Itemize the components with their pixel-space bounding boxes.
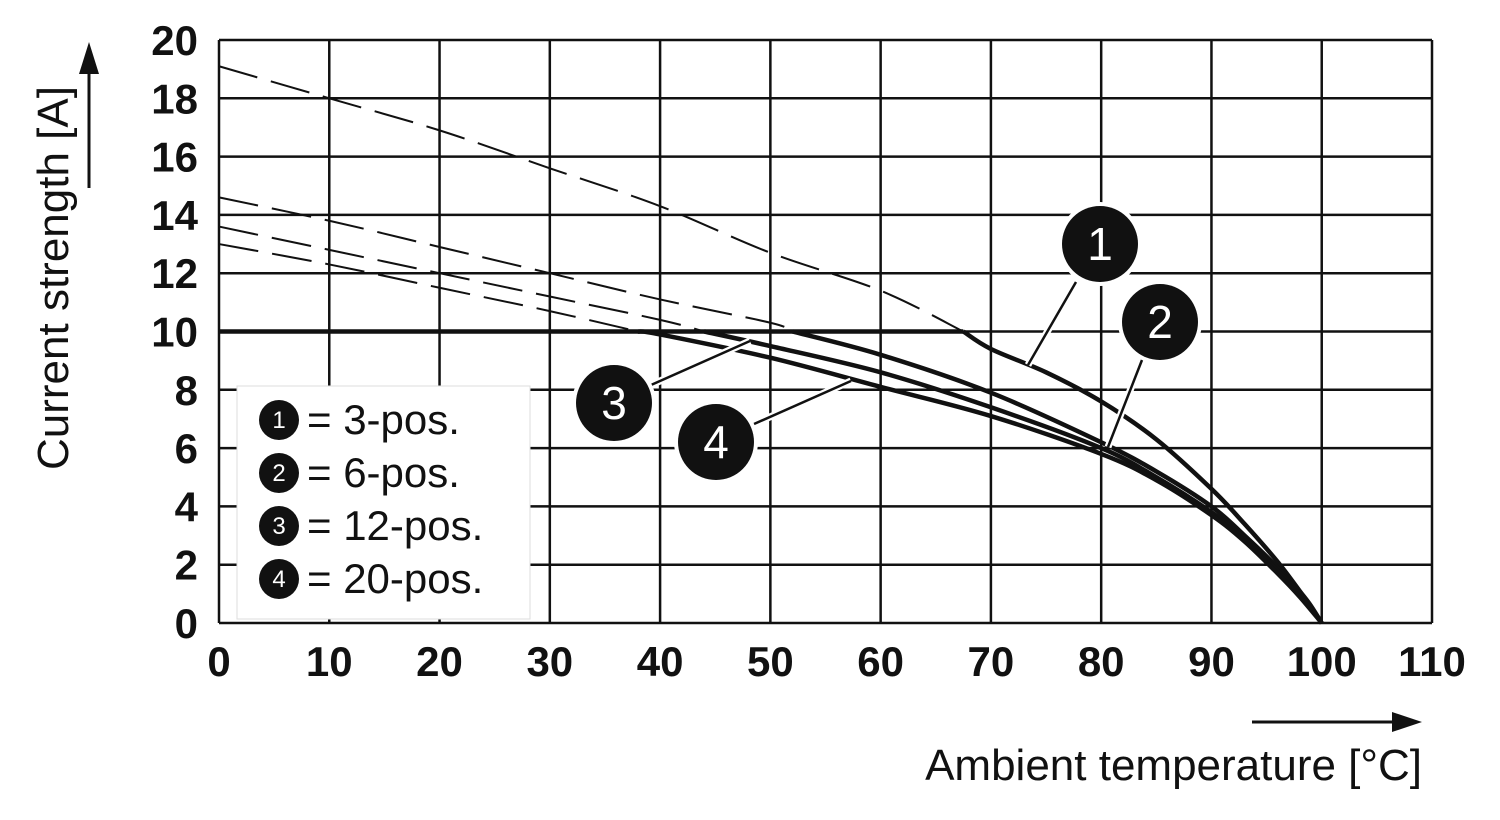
- x-tick-label: 70: [968, 638, 1015, 685]
- y-tick-label: 0: [175, 600, 198, 647]
- callout-4-bubble: [678, 404, 754, 480]
- callout-2-bubble: [1122, 284, 1198, 360]
- x-tick-label: 30: [526, 638, 573, 685]
- y-tick-label: 4: [175, 483, 199, 530]
- x-tick-label: 110: [1398, 638, 1466, 685]
- y-axis-arrow: [79, 42, 99, 188]
- legend: 1 = 3-pos. 2 = 6-pos. 3 = 12-pos. 4 = 20-pos.: [236, 385, 531, 620]
- callout-1-leader: [1026, 281, 1078, 366]
- series-3-extrapolated-line: [218, 225, 705, 333]
- x-tick-label: 100: [1287, 638, 1357, 685]
- x-tick-label: 20: [416, 638, 463, 685]
- callout-2-number: 2: [1147, 296, 1173, 348]
- y-tick-label: 2: [175, 542, 198, 589]
- series-1-line: [962, 329, 1324, 625]
- tick-labels: 0 10 20 30 40 50 60 70 80 90 100 110024681012141618…: [151, 17, 1466, 685]
- x-axis-arrow: [1252, 712, 1422, 732]
- series-3-line: [703, 329, 1324, 625]
- legend-marker-1: [259, 400, 299, 440]
- x-tick-label: 60: [857, 638, 904, 685]
- callout-1-number: 1: [1087, 218, 1113, 270]
- legend-label: = 12-pos.: [307, 502, 483, 549]
- callouts: 12 3 4: [572, 202, 1202, 484]
- series-2-extrapolated-line: [218, 196, 793, 333]
- legend-marker-number: 1: [272, 407, 285, 434]
- y-axis-title: Current strength [A]: [29, 86, 78, 470]
- legend-marker-3: [259, 506, 299, 546]
- y-tick-label: 16: [151, 134, 198, 181]
- legend-marker-number: 4: [272, 566, 285, 593]
- callout-1-bubble: [1062, 206, 1138, 282]
- callout-2-leader: [1106, 359, 1144, 448]
- legend-marker-2: [259, 453, 299, 493]
- x-tick-label: 80: [1078, 638, 1125, 685]
- callout-3-leader: [650, 339, 751, 387]
- legend-marker-number: 3: [272, 513, 285, 540]
- series-4-extrapolated-line: [218, 243, 639, 333]
- series-1-extrapolated-line: [218, 65, 964, 333]
- legend-label: = 6-pos.: [307, 449, 460, 496]
- y-tick-label: 8: [175, 367, 198, 414]
- x-tick-label: 40: [637, 638, 684, 685]
- x-axis-title: Ambient temperature [°C]: [925, 741, 1422, 790]
- y-tick-label: 6: [175, 425, 198, 472]
- y-tick-label: 18: [151, 75, 198, 122]
- x-tick-label: 50: [747, 638, 794, 685]
- callout-3-bubble: [576, 365, 652, 441]
- x-tick-label: 0: [207, 638, 230, 685]
- y-tick-label: 12: [151, 250, 198, 297]
- series-lines: [218, 65, 1324, 625]
- callout-3-number: 3: [601, 377, 627, 429]
- legend-label: = 20-pos.: [307, 555, 483, 602]
- axis-titles: Ambient temperature [°C] Current strengt…: [29, 42, 1422, 790]
- callout-4-leader: [753, 379, 852, 426]
- callout-4-number: 4: [703, 416, 729, 468]
- x-tick-label: 90: [1188, 638, 1235, 685]
- legend-marker-4: [259, 559, 299, 599]
- legend-marker-number: 2: [272, 460, 285, 487]
- series-4-line: [637, 329, 1324, 625]
- x-tick-label: 10: [306, 638, 353, 685]
- y-tick-label: 10: [151, 309, 198, 356]
- y-tick-label: 14: [151, 192, 198, 239]
- y-tick-label: 20: [151, 17, 198, 64]
- legend-label: = 3-pos.: [307, 396, 460, 443]
